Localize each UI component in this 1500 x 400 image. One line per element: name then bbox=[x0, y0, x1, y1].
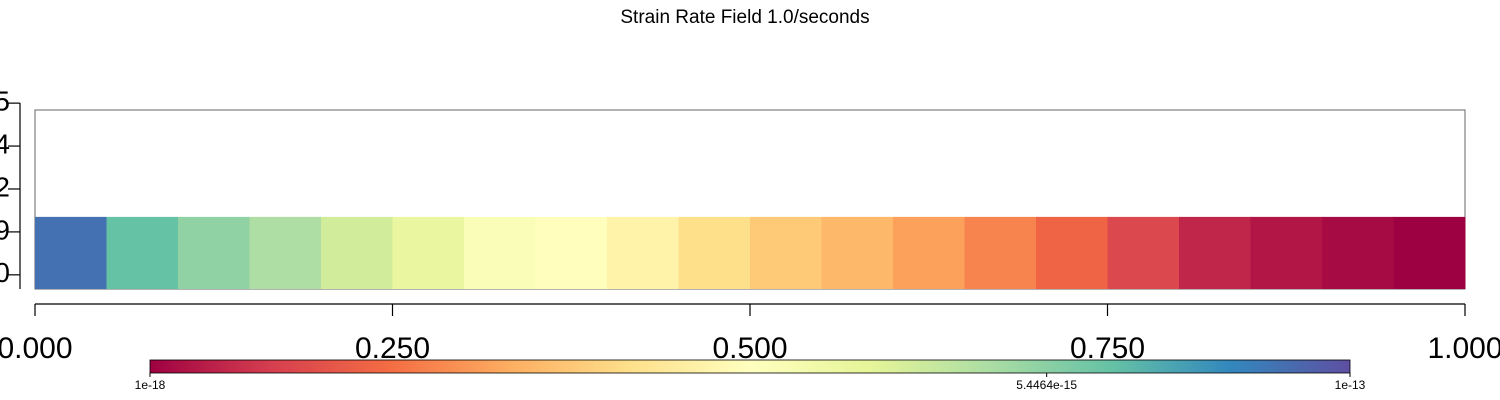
colorbar bbox=[149, 359, 1351, 374]
field bbox=[35, 216, 1466, 289]
chart-title: Strain Rate Field 1.0/seconds bbox=[620, 7, 869, 28]
field-cell bbox=[678, 216, 751, 289]
x-tick-label: 0.500 bbox=[712, 332, 787, 365]
field-cell bbox=[1393, 216, 1466, 289]
field-cell bbox=[1036, 216, 1108, 289]
colorbar-tick-label: 5.4464e-15 bbox=[1016, 378, 1077, 392]
field-cell bbox=[392, 216, 465, 289]
x-tick-label: 1.000 bbox=[1427, 332, 1500, 365]
field-cell bbox=[178, 216, 250, 289]
y-tick-label: 9 bbox=[0, 214, 10, 245]
field-cell bbox=[535, 216, 608, 289]
x-tick-label: 0.250 bbox=[355, 332, 430, 365]
field-cell bbox=[821, 216, 894, 289]
y-tick-label: 0 bbox=[0, 257, 10, 288]
field-cell bbox=[750, 216, 822, 289]
x-tick-label: 0.000 bbox=[0, 332, 73, 365]
field-cell bbox=[893, 216, 965, 289]
colorbar-tick-label: 1e-18 bbox=[135, 378, 166, 392]
field-cell bbox=[1179, 216, 1251, 289]
y-tick-label: 5 bbox=[0, 86, 10, 117]
field-cell bbox=[249, 216, 322, 289]
field-cell bbox=[964, 216, 1037, 289]
y-tick-label: 2 bbox=[0, 171, 10, 202]
field-cell bbox=[35, 216, 107, 289]
field-cell bbox=[1107, 216, 1180, 289]
field-cell bbox=[607, 216, 679, 289]
colorbar-tick-label: 1e-13 bbox=[1335, 378, 1366, 392]
x-tick-label: 0.750 bbox=[1070, 332, 1145, 365]
field-cell bbox=[106, 216, 179, 289]
field-cell bbox=[1250, 216, 1323, 289]
field-cell bbox=[1322, 216, 1394, 289]
y-tick-label: 4 bbox=[0, 128, 10, 159]
field-cell bbox=[321, 216, 393, 289]
field-cell bbox=[464, 216, 536, 289]
